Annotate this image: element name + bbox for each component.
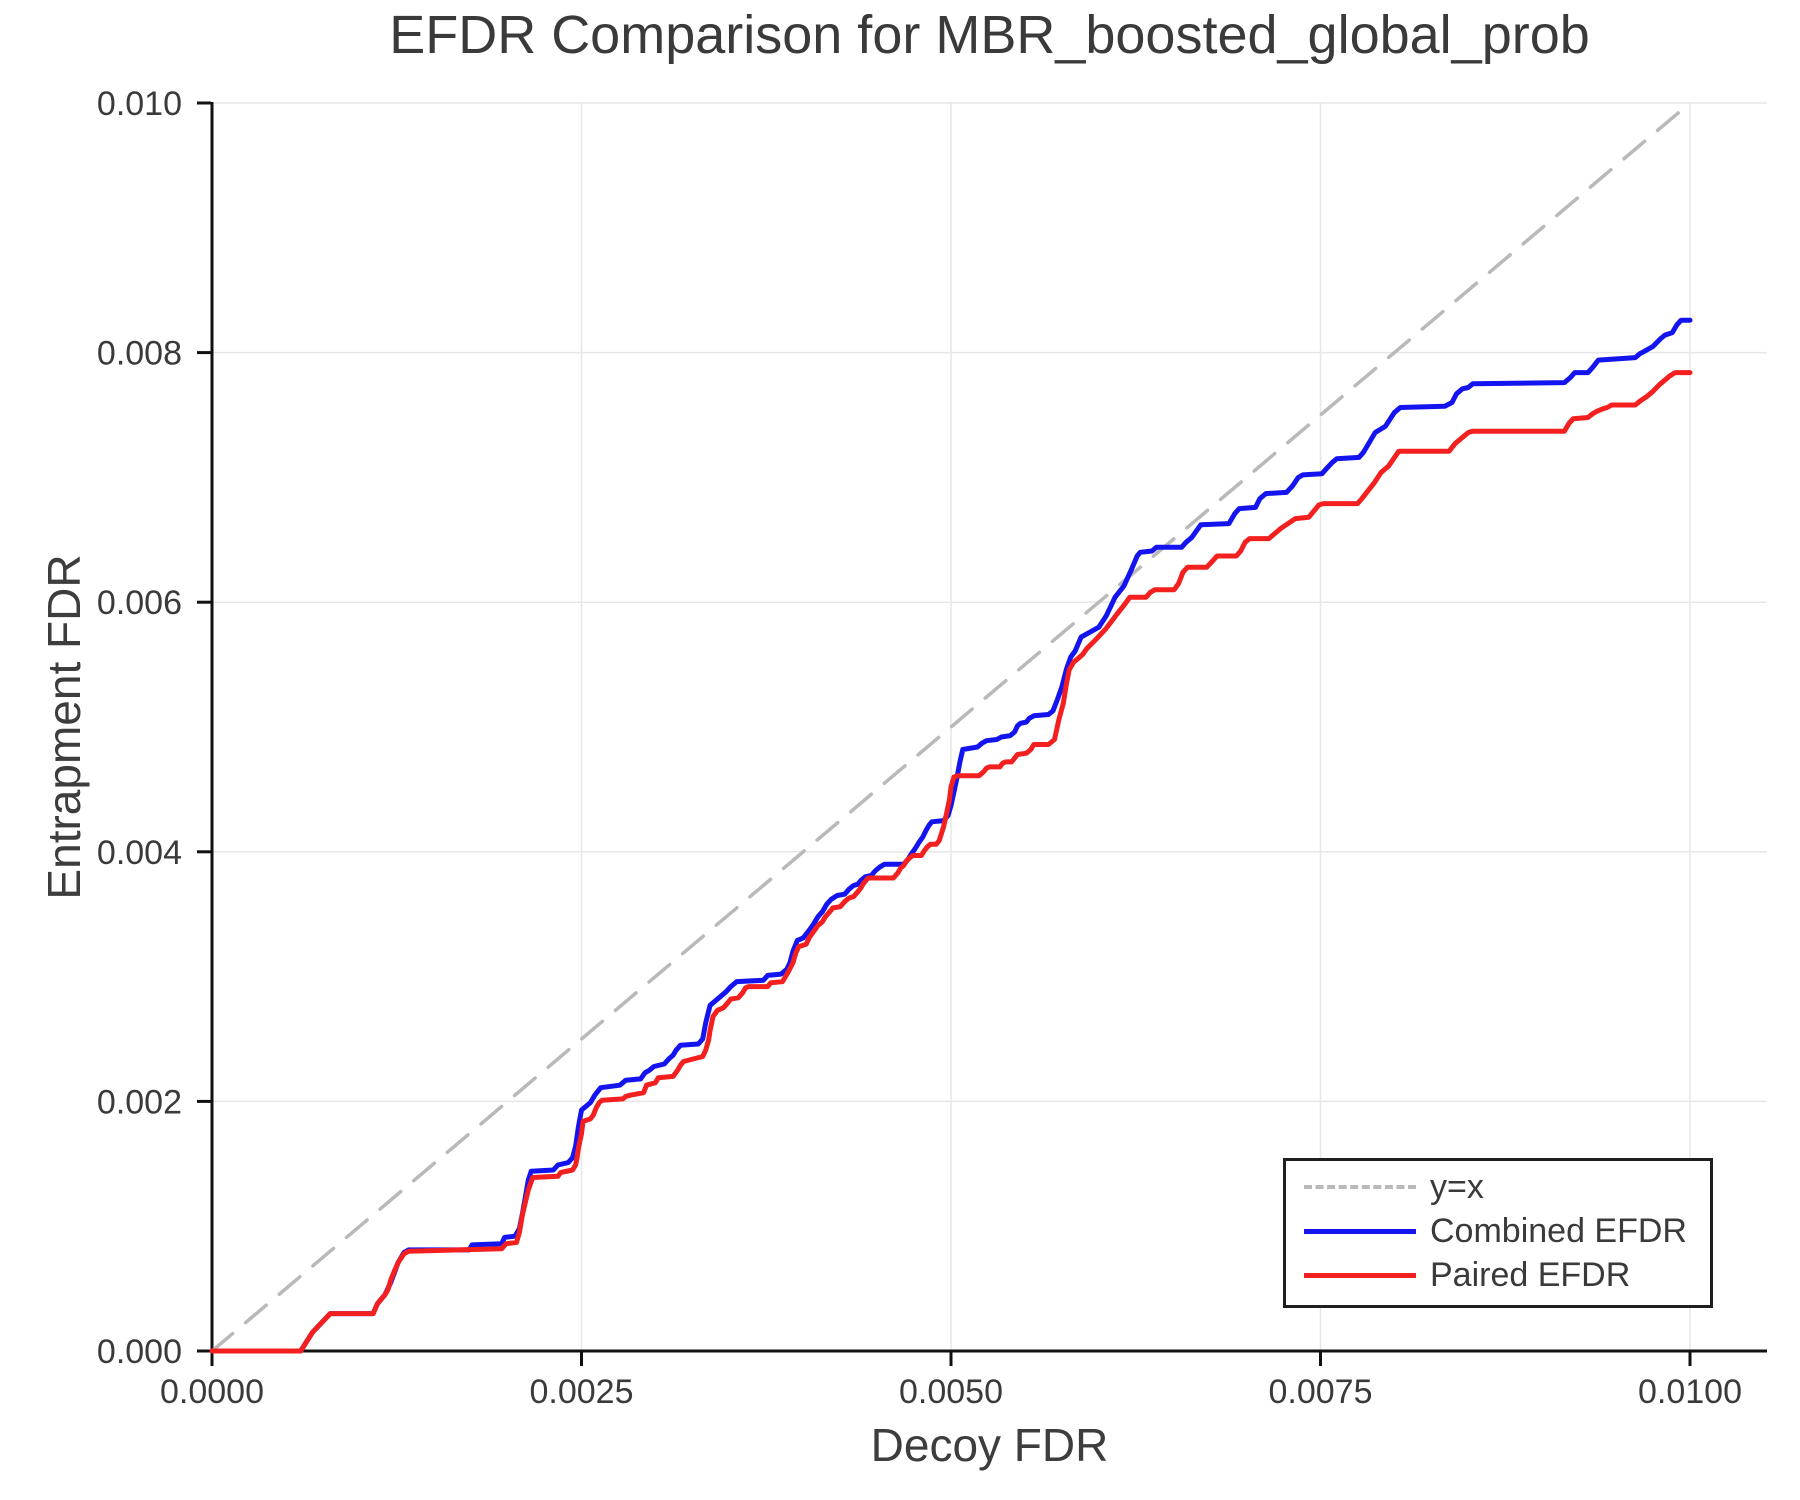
- legend-swatch-solid-line: [1304, 1272, 1416, 1278]
- legend-item-y-x: y=x: [1286, 1167, 1710, 1206]
- series-line-y-x: [210, 101, 1692, 1353]
- x-tick-label: 0.0100: [1638, 1373, 1742, 1411]
- y-tick-label: 0.006: [97, 584, 182, 622]
- x-tick-label: 0.0000: [160, 1373, 264, 1411]
- x-axis-label: Decoy FDR: [870, 1419, 1109, 1471]
- legend-label: Combined EFDR: [1430, 1211, 1687, 1250]
- series-line-combined-efdr: [209, 317, 1693, 1354]
- x-tick-label: 0.0050: [899, 1373, 1003, 1411]
- legend-item-combined-efdr: Combined EFDR: [1286, 1211, 1710, 1250]
- y-tick-label: 0.004: [97, 834, 182, 872]
- y-tick-label: 0.008: [97, 335, 182, 373]
- y-tick-label: 0.010: [97, 85, 182, 123]
- legend-label: Paired EFDR: [1430, 1255, 1631, 1294]
- x-tick-label: 0.0025: [530, 1373, 634, 1411]
- legend-item-paired-efdr: Paired EFDR: [1286, 1255, 1710, 1294]
- y-tick-label: 0.000: [97, 1333, 182, 1371]
- series-line-paired-efdr: [209, 370, 1693, 1354]
- legend: y=x Combined EFDR Paired EFDR: [1283, 1158, 1713, 1308]
- legend-swatch-dashed-line: [1304, 1185, 1416, 1189]
- legend-swatch-solid-line: [1304, 1228, 1416, 1234]
- chart-title: EFDR Comparison for MBR_boosted_global_p…: [389, 5, 1590, 65]
- legend-label: y=x: [1430, 1167, 1484, 1206]
- x-tick-label: 0.0075: [1269, 1373, 1373, 1411]
- y-tick-label: 0.002: [97, 1083, 182, 1121]
